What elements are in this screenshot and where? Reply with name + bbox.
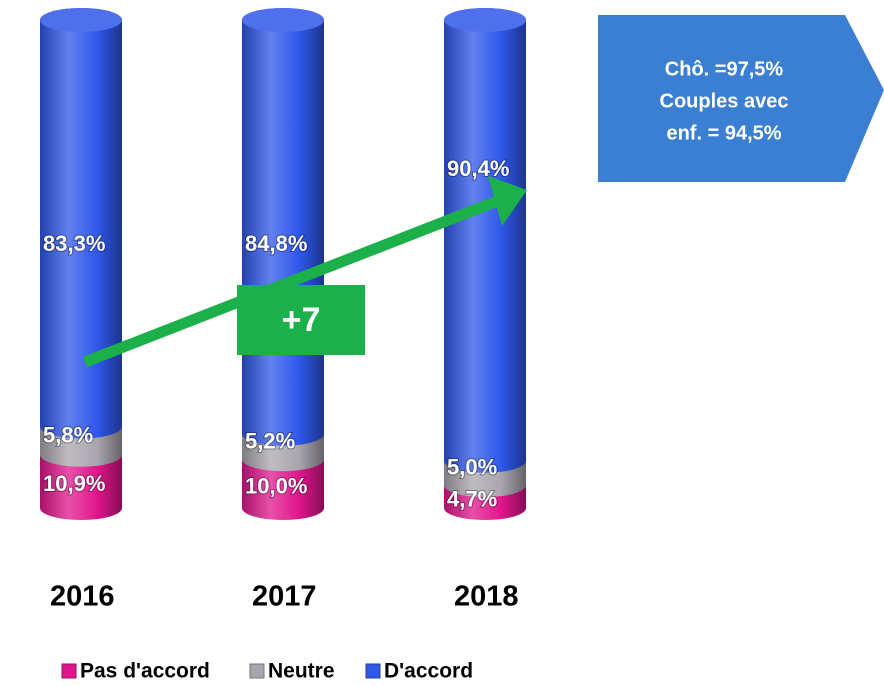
cylinder-top xyxy=(40,8,122,32)
legend-label: Pas d'accord xyxy=(80,660,210,683)
callout-shape xyxy=(598,15,884,182)
legend-swatch xyxy=(61,663,77,679)
cylinder-top xyxy=(444,8,526,32)
value-label: 10,9% xyxy=(43,471,105,496)
value-label: 83,3% xyxy=(43,231,105,256)
value-label: 5,8% xyxy=(43,422,93,447)
x-tick-label: 2016 xyxy=(50,581,115,613)
labels: 10,9% 5,8% 83,3% 2016 10,0% 5,2% 84,8% 2017 4,7%… xyxy=(42,155,519,613)
trend-label: +7 xyxy=(282,301,321,339)
arrow-head xyxy=(488,176,527,226)
callout-line: Chô. =97,5% xyxy=(665,58,784,80)
arrow-shaft xyxy=(82,194,503,368)
legend-swatch xyxy=(249,663,265,679)
legend-label: D'accord xyxy=(384,660,473,683)
legend-label: Neutre xyxy=(268,660,335,683)
legend-swatch xyxy=(365,663,381,679)
trend-box xyxy=(237,285,365,355)
cylinder-top xyxy=(242,8,324,32)
x-tick-label: 2017 xyxy=(252,581,317,613)
value-label: 10,0% xyxy=(245,473,307,498)
cylinder-segment xyxy=(444,8,526,473)
trend-arrow: +7 xyxy=(82,176,527,368)
value-label: 90,4% xyxy=(447,156,509,181)
callout-line: Couples avec xyxy=(660,90,789,112)
value-label: 84,8% xyxy=(245,231,307,256)
cylinder-segment xyxy=(40,8,122,439)
legend: Pas d'accord Neutre D'accord xyxy=(61,660,473,683)
value-label: 5,2% xyxy=(245,428,295,453)
cylinder-segment xyxy=(242,8,324,446)
x-tick-label: 2018 xyxy=(454,581,519,613)
callout: Chô. =97,5% Couples avec enf. = 94,5% xyxy=(598,15,884,182)
callout-line: enf. = 94,5% xyxy=(666,122,781,144)
value-label: 5,0% xyxy=(447,455,497,480)
value-label: 4,7% xyxy=(447,486,497,511)
